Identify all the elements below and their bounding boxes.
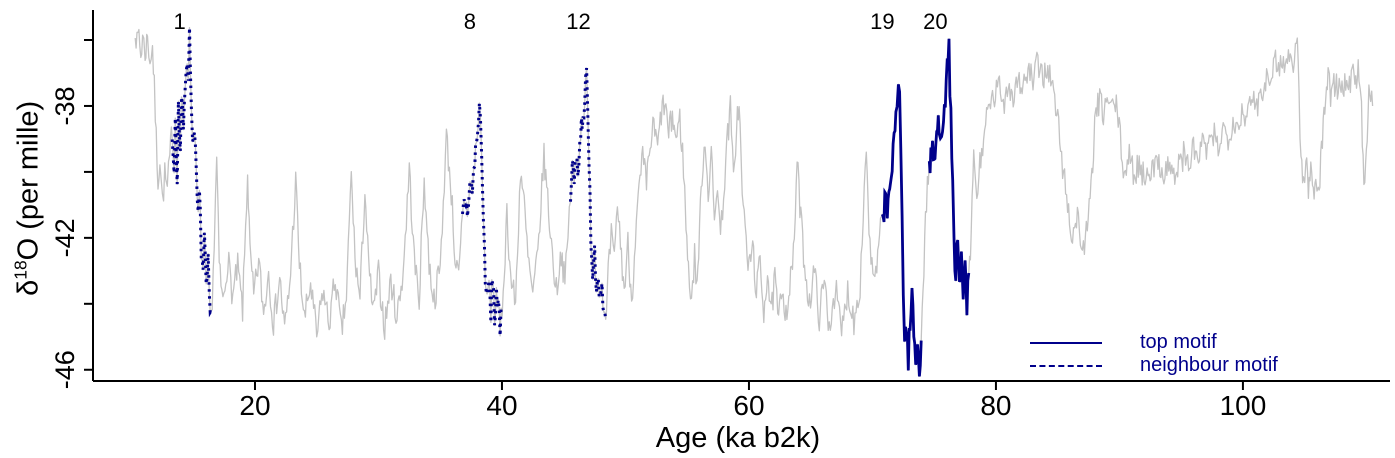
legend-row-top-motif: top motif — [1030, 331, 1278, 354]
motif-segment-1 — [170, 27, 213, 318]
legend-label-top-motif: top motif — [1140, 331, 1217, 353]
y-axis-title: δ18O (per mille) — [11, 28, 46, 368]
y-tick-label: -46 — [50, 350, 80, 389]
y-tick-label: -38 — [50, 86, 80, 125]
motif-label-1: 1 — [174, 9, 186, 34]
record-line — [134, 27, 1374, 378]
motif-label-20: 20 — [923, 9, 947, 34]
x-tick-label: 100 — [1220, 390, 1267, 421]
legend-label-neighbour-motif: neighbour motif — [1140, 354, 1278, 376]
x-tick-label: 80 — [980, 390, 1011, 421]
motif-label-19: 19 — [870, 9, 894, 34]
y-axis-title-superscript: 18 — [10, 260, 31, 280]
x-tick-label: 60 — [733, 390, 764, 421]
motif-label-8: 8 — [464, 9, 476, 34]
y-tick-label: -42 — [50, 218, 80, 257]
motif-segment-19 — [881, 84, 923, 377]
x-axis-title: Age (ka b2k) — [655, 422, 821, 454]
y-axis-title-delta: δ — [12, 279, 45, 296]
motif-segment-20 — [927, 38, 971, 316]
solid-line-swatch-icon — [1030, 341, 1102, 344]
legend: top motif neighbour motif — [1030, 331, 1278, 377]
legend-row-neighbour-motif: neighbour motif — [1030, 354, 1278, 377]
x-tick-label: 20 — [239, 390, 270, 421]
dashed-line-swatch-icon — [1030, 364, 1102, 367]
y-axis-title-rest: O (per mille) — [12, 100, 45, 261]
motif-label-12: 12 — [566, 9, 590, 34]
motif-segment-8 — [461, 103, 503, 336]
x-tick-label: 40 — [486, 390, 517, 421]
